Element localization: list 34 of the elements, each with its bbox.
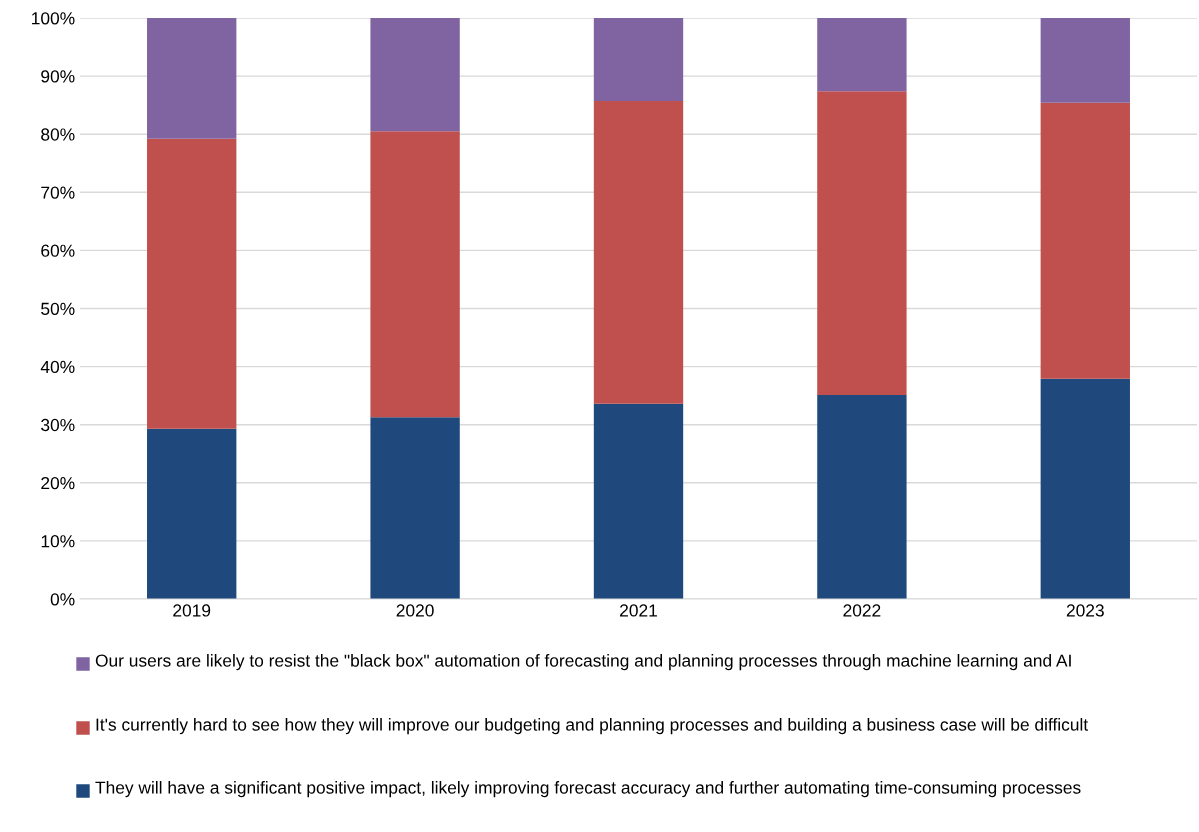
bar xyxy=(370,131,460,418)
y-tick-label: 40% xyxy=(40,360,75,374)
bar xyxy=(370,18,460,132)
bar xyxy=(370,417,460,599)
x-tick-label: 2019 xyxy=(173,604,211,617)
x-tick-label: 2020 xyxy=(396,604,434,617)
y-tick-label: 60% xyxy=(41,244,75,257)
legend-label: Our users are likely to resist the "black box" automation of forecasting and planning processes through machine learning and AI xyxy=(95,654,1071,671)
y-tick-label: 100% xyxy=(32,12,75,25)
bar xyxy=(593,18,684,102)
bar xyxy=(147,138,237,429)
x-tick-label: 2023 xyxy=(1066,604,1104,617)
x-tick-label: 2021 xyxy=(620,604,657,617)
bar xyxy=(1040,18,1130,103)
y-tick-label: 30% xyxy=(41,418,75,432)
bar xyxy=(593,403,684,599)
y-tick-label: 10% xyxy=(41,535,75,548)
bar xyxy=(817,18,907,92)
bar xyxy=(1040,102,1130,379)
bar xyxy=(1040,378,1130,599)
bar xyxy=(817,395,907,599)
y-tick-label: 0% xyxy=(50,593,75,606)
bar xyxy=(593,101,684,404)
legend-label: It's currently hard to see how they will improve our budgeting and planning processes and building a business case will be difficult xyxy=(96,718,1089,735)
legend-label: They will have a significant positive impact, likely improving forecast accuracy and further automating time-consuming processes xyxy=(95,781,1081,798)
y-tick-label: 70% xyxy=(41,186,75,199)
bar xyxy=(817,91,907,396)
y-tick-label: 80% xyxy=(41,128,75,141)
bar xyxy=(147,428,237,599)
bar xyxy=(147,18,237,139)
y-tick-label: 50% xyxy=(41,302,75,315)
y-tick-label: 90% xyxy=(41,70,75,83)
x-tick-label: 2022 xyxy=(843,604,881,617)
y-tick-label: 20% xyxy=(41,476,75,490)
